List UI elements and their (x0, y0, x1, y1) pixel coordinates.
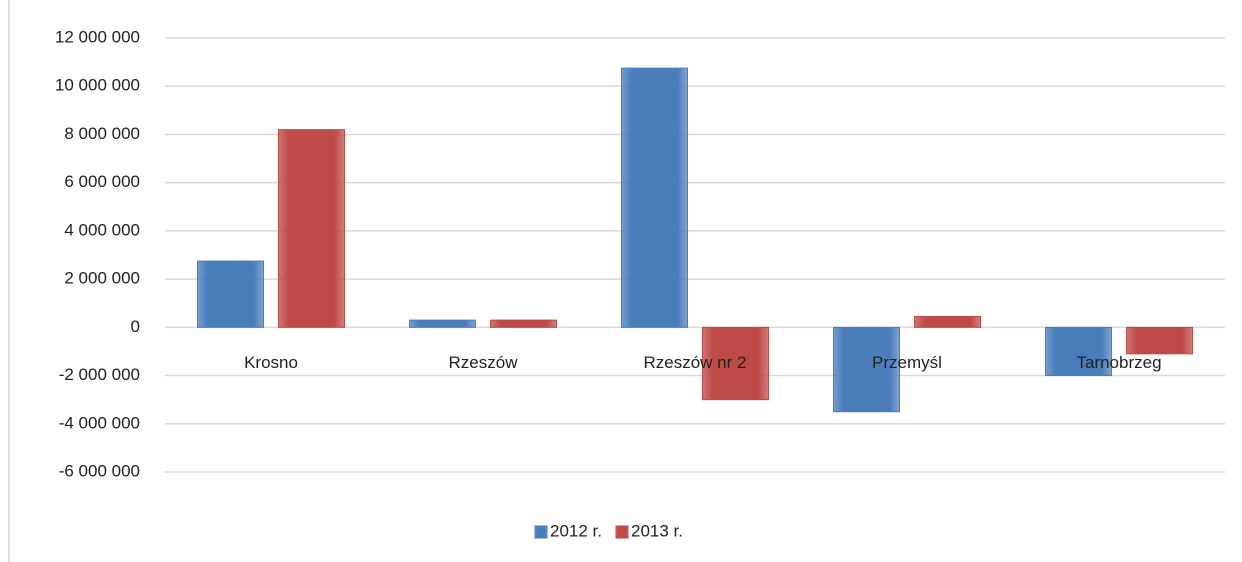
x-tick-label: Rzeszów nr 2 (644, 353, 747, 372)
x-tick-label: Przemyśl (872, 353, 942, 372)
bar (490, 319, 557, 328)
y-tick-label: 12 000 000 (55, 27, 140, 46)
legend-swatch (615, 525, 629, 539)
y-tick-label: 4 000 000 (64, 220, 140, 239)
bar (833, 326, 900, 413)
y-tick-label: 2 000 000 (64, 269, 140, 288)
y-tick-label: 6 000 000 (64, 172, 140, 191)
y-tick-label: 8 000 000 (64, 124, 140, 143)
y-tick-label: -6 000 000 (59, 461, 140, 480)
bar (914, 315, 981, 328)
y-tick-label: -4 000 000 (59, 413, 140, 432)
bar (409, 319, 476, 328)
y-tick-label: 10 000 000 (55, 76, 140, 95)
x-tick-label: Tarnobrzeg (1076, 353, 1161, 372)
bar (278, 129, 345, 328)
bar (1045, 326, 1112, 377)
bar (1126, 326, 1193, 355)
x-tick-label: Rzeszów (449, 353, 519, 372)
y-tick-label: 0 (131, 317, 140, 336)
x-tick-label: Krosno (244, 353, 298, 372)
legend-label: 2013 r. (631, 521, 683, 540)
bar (197, 260, 264, 328)
legend-label: 2012 r. (550, 521, 602, 540)
bar (621, 67, 688, 328)
bar (702, 326, 769, 401)
legend-swatch (534, 525, 548, 539)
y-tick-label: -2 000 000 (59, 365, 140, 384)
